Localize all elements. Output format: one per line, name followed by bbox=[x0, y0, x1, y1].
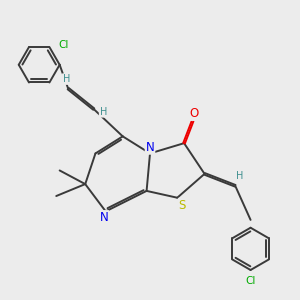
Text: Cl: Cl bbox=[245, 276, 256, 286]
Text: O: O bbox=[190, 107, 199, 120]
Text: H: H bbox=[63, 74, 70, 84]
Text: H: H bbox=[100, 107, 107, 117]
Text: N: N bbox=[100, 211, 108, 224]
Text: N: N bbox=[146, 141, 154, 154]
Text: Cl: Cl bbox=[58, 40, 69, 50]
Text: S: S bbox=[179, 199, 186, 212]
Text: H: H bbox=[236, 171, 243, 181]
